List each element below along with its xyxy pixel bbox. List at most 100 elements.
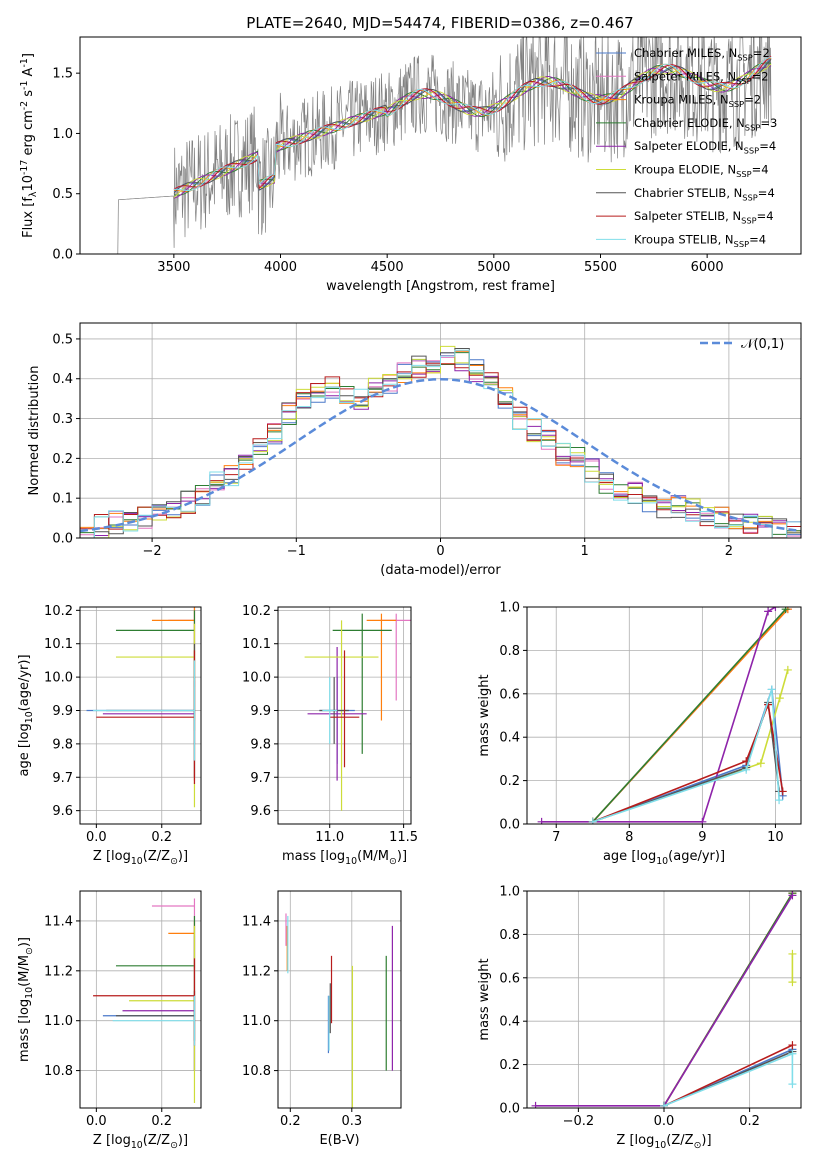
y-tick-label: 1.5 bbox=[52, 67, 73, 82]
x-tick-label: 6000 bbox=[691, 260, 724, 275]
y-tick-label: 0.3 bbox=[52, 412, 73, 427]
y-axis-label: mass [log10(M/M⊙)] bbox=[17, 937, 35, 1062]
mass-weight-vs-metallicity-panel: −0.2 0.0 0.2 0.0 0.2 0.4 0.6 0.8 1.0 Z [log10(Z/Z… bbox=[477, 885, 802, 1151]
y-tick-label: 11.4 bbox=[44, 914, 73, 929]
plus-marker bbox=[775, 694, 784, 703]
x-tick-label: 0.0 bbox=[86, 830, 107, 845]
y-tick-label: 11.0 bbox=[44, 1014, 73, 1029]
legend-label: 𝒩(0,1) bbox=[741, 337, 784, 352]
mass-weight-line bbox=[592, 608, 787, 823]
y-tick-label: 11.2 bbox=[44, 964, 73, 979]
plus-marker bbox=[756, 759, 765, 768]
plus-marker bbox=[767, 685, 776, 694]
y-axis-label: Normed distribution bbox=[27, 366, 42, 496]
y-tick-label: 0.6 bbox=[499, 971, 520, 986]
y-tick-label: 0.4 bbox=[499, 731, 520, 746]
x-tick-label: 0.2 bbox=[151, 1114, 172, 1129]
x-axis-label: wavelength [Angstrom, rest frame] bbox=[326, 279, 555, 294]
x-tick-label: 11.0 bbox=[315, 830, 344, 845]
y-axis-label: Flux [fλ10-17 erg cm-2 s-1 A-1] bbox=[19, 53, 39, 238]
mass-weight-vs-metallicity-panel-plot-area bbox=[527, 891, 801, 1108]
y-tick-label: 9.8 bbox=[250, 737, 271, 752]
x-tick-label: 0.3 bbox=[341, 1114, 362, 1129]
mass-weight-line bbox=[663, 1044, 793, 1107]
y-tick-label: 11.4 bbox=[242, 914, 271, 929]
mass-weight-line bbox=[592, 689, 784, 823]
x-tick-label: 0.2 bbox=[151, 830, 172, 845]
age-vs-mass-panel-plot-area bbox=[278, 607, 411, 824]
axes-frame bbox=[79, 36, 802, 255]
y-tick-label: 0.2 bbox=[52, 452, 73, 467]
plus-marker bbox=[775, 796, 784, 805]
y-axis-label: age [log10(age/yr)] bbox=[17, 654, 35, 776]
y-tick-label: 1.0 bbox=[52, 127, 73, 142]
y-tick-label: 0.1 bbox=[52, 492, 73, 507]
axes-frame bbox=[526, 606, 802, 825]
axes-frame bbox=[277, 606, 412, 825]
y-tick-label: 0.5 bbox=[52, 332, 73, 347]
plus-marker bbox=[788, 1041, 797, 1050]
x-axis-label: Z [log10(Z/Z⊙)] bbox=[93, 1133, 188, 1151]
y-tick-label: 10.2 bbox=[242, 604, 271, 619]
mass-weight-line bbox=[592, 701, 784, 823]
x-axis-label: E(B-V) bbox=[319, 1133, 359, 1148]
legend-label: Salpeter STELIB, NSSP=4 bbox=[634, 209, 774, 225]
legend-label: Kroupa ELODIE, NSSP=4 bbox=[634, 163, 769, 179]
plus-marker bbox=[788, 949, 797, 958]
y-tick-label: 9.6 bbox=[52, 804, 73, 819]
histogram-step-line bbox=[80, 349, 801, 538]
y-axis-label: mass weight bbox=[477, 674, 492, 756]
x-tick-label: 4500 bbox=[371, 260, 404, 275]
y-tick-label: 9.9 bbox=[250, 704, 271, 719]
y-tick-label: 9.7 bbox=[250, 771, 271, 786]
mass-weight-vs-age-panel-plot-area bbox=[527, 607, 801, 824]
x-tick-label: 0.0 bbox=[654, 1114, 675, 1129]
y-tick-label: 0.0 bbox=[499, 1102, 520, 1117]
legend-label: Kroupa MILES, NSSP=2 bbox=[634, 93, 761, 109]
x-tick-label: −0.2 bbox=[563, 1114, 595, 1129]
plus-marker bbox=[788, 1080, 797, 1089]
y-tick-label: 11.0 bbox=[242, 1014, 271, 1029]
model-spectrum-line bbox=[173, 63, 772, 198]
y-tick-label: 10.8 bbox=[242, 1064, 271, 1079]
plus-marker bbox=[588, 817, 597, 824]
age-vs-metallicity-panel: 0.0 0.2 9.6 9.7 9.8 9.9 10.0 10.1 10.2 Z [log10(Z… bbox=[17, 604, 202, 867]
mass-vs-extinction-panel: 0.2 0.3 10.8 11.0 11.2 11.4 E(B-V) bbox=[242, 890, 402, 1148]
mass-weight-line bbox=[592, 689, 780, 823]
y-tick-label: 11.2 bbox=[242, 964, 271, 979]
plus-marker bbox=[781, 607, 790, 614]
legend-label: Chabrier MILES, NSSP=2 bbox=[634, 46, 770, 62]
x-tick-label: 0.2 bbox=[739, 1114, 760, 1129]
model-spectrum-line bbox=[173, 58, 772, 192]
model-spectrum-line bbox=[173, 65, 772, 199]
x-tick-label: −1 bbox=[287, 544, 306, 559]
x-tick-label: 9 bbox=[698, 830, 706, 845]
normal-reference-curve bbox=[80, 377, 801, 533]
x-tick-label: 0 bbox=[436, 544, 444, 559]
y-tick-label: 9.9 bbox=[52, 704, 73, 719]
axes-frame bbox=[79, 890, 202, 1109]
residual-histogram-panel: −2 −1 0 1 2 0.0 0.1 0.2 0.3 0.4 0.5 (data-model)/er… bbox=[27, 322, 802, 578]
y-tick-label: 0.6 bbox=[499, 687, 520, 702]
chart-title: PLATE=2640, MJD=54474, FIBERID=0386, z=0… bbox=[246, 14, 633, 32]
y-tick-label: 9.6 bbox=[250, 804, 271, 819]
residual-histogram-panel-plot-area bbox=[80, 323, 801, 538]
mass-vs-metallicity-panel-plot-area bbox=[80, 891, 201, 1108]
spectrum-panel: 3500 4000 4500 5000 5500 6000 0.0 0.5 1.0 1.5 wave… bbox=[19, 14, 802, 294]
y-tick-label: 0.0 bbox=[499, 818, 520, 833]
model-spectrum-line bbox=[173, 62, 772, 196]
y-tick-label: 0.2 bbox=[499, 1058, 520, 1073]
x-tick-label: −2 bbox=[143, 544, 162, 559]
y-axis-label: mass weight bbox=[477, 958, 492, 1040]
x-tick-label: 2 bbox=[725, 544, 733, 559]
plus-marker bbox=[764, 607, 773, 616]
x-tick-label: 11.5 bbox=[389, 830, 418, 845]
mass-weight-vs-age-panel: 7 8 9 10 0.0 0.2 0.4 0.6 0.8 1.0 age [log10(age/yr… bbox=[477, 601, 802, 867]
axes-frame bbox=[277, 890, 402, 1109]
plus-marker bbox=[788, 978, 797, 987]
mass-weight-line bbox=[592, 669, 789, 823]
mass-weight-line bbox=[541, 607, 776, 823]
y-tick-label: 0.0 bbox=[52, 248, 73, 263]
x-tick-label: 5000 bbox=[477, 260, 510, 275]
y-tick-label: 10.1 bbox=[242, 637, 271, 652]
